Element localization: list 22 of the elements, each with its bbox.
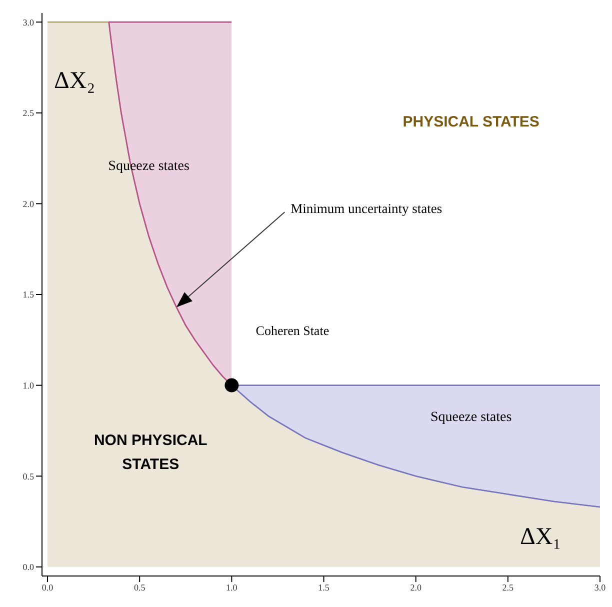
x-tick-label: 3.0 — [594, 582, 606, 592]
y-tick-label: 1.5 — [22, 290, 34, 300]
y-axis-title: ΔX₂ — [54, 68, 96, 95]
y-tick-label: 2.5 — [22, 108, 34, 118]
y-tick-label: 3.0 — [22, 17, 34, 28]
x-tick-label: 0.0 — [42, 582, 54, 592]
annotation: PHYSICAL STATES — [402, 113, 540, 130]
x-tick-label: 2.5 — [502, 582, 514, 592]
y-tick-label: 2.0 — [22, 198, 34, 209]
x-tick-label: 2.0 — [410, 582, 422, 592]
y-tick-label: 0.0 — [22, 562, 34, 572]
x-tick-label: 0.5 — [134, 582, 146, 592]
x-tick-label: 1.0 — [226, 582, 238, 592]
y-tick-label: 1.0 — [22, 380, 34, 390]
annotation: Squeeze states — [430, 410, 512, 426]
annotation: Minimum uncertainty states — [290, 201, 442, 218]
x-tick-label: 1.5 — [318, 582, 330, 592]
y-tick-label: 0.5 — [22, 471, 34, 482]
annotation: Squeeze states — [108, 159, 190, 176]
annotation: Coheren State — [256, 322, 330, 339]
x-axis-title: ΔX₁ — [520, 524, 562, 551]
annotation: NON PHYSICAL STATES — [92, 430, 208, 474]
